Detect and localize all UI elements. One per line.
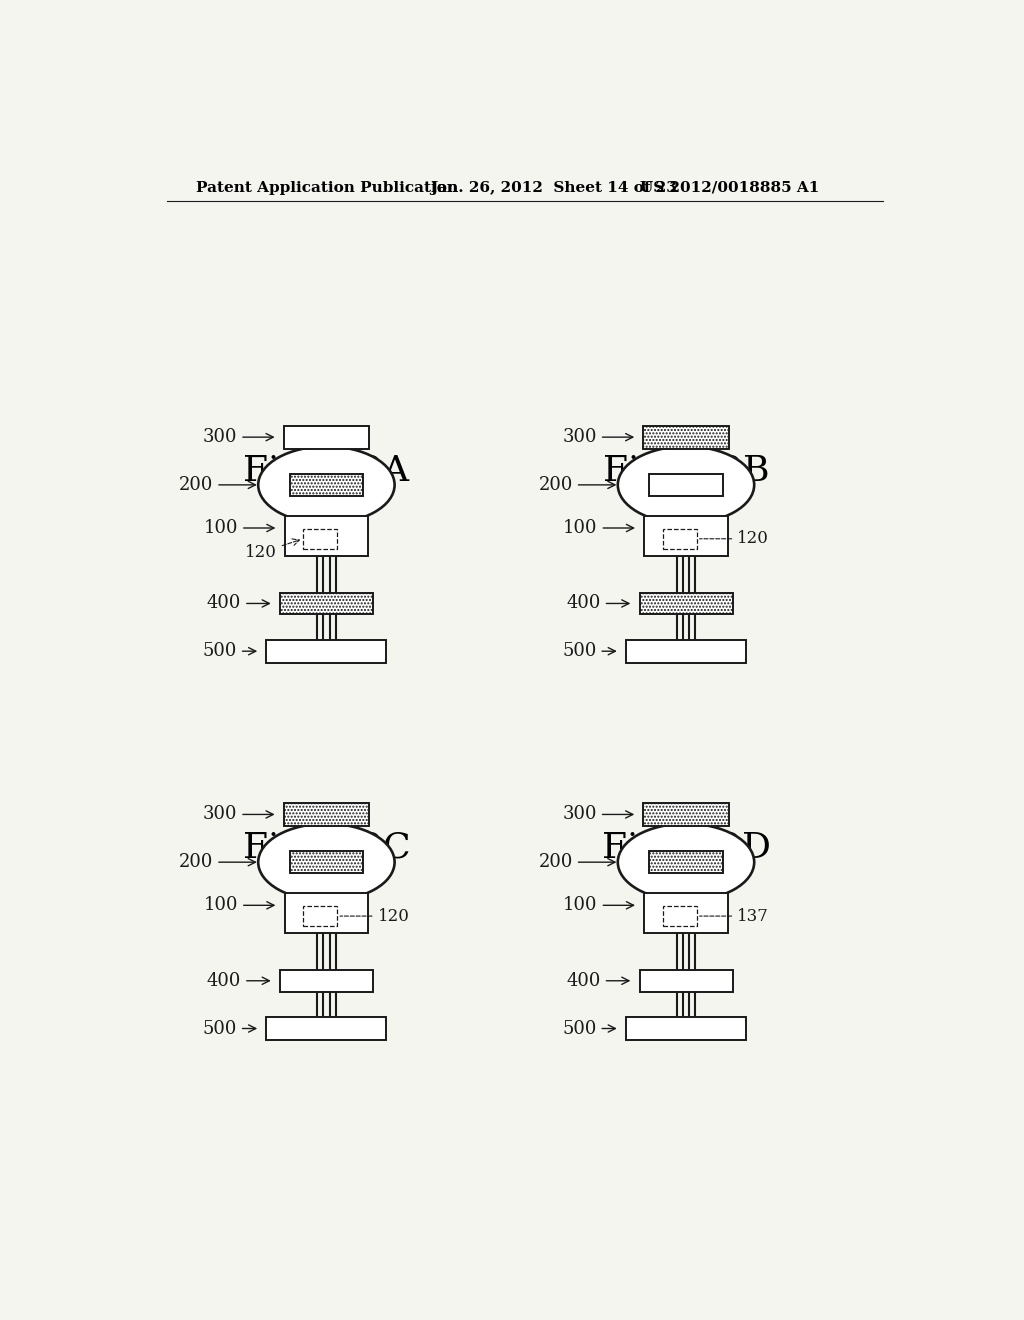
Bar (663, 529, 697, 549)
Text: 300: 300 (562, 428, 633, 446)
Ellipse shape (258, 824, 394, 900)
Text: Jan. 26, 2012  Sheet 14 of 23: Jan. 26, 2012 Sheet 14 of 23 (430, 181, 677, 194)
Text: 300: 300 (203, 805, 273, 824)
Text: 300: 300 (562, 805, 633, 824)
Text: 500: 500 (203, 643, 256, 660)
Bar (640, 970, 732, 991)
Bar (266, 640, 386, 663)
Bar (640, 593, 732, 614)
Text: 100: 100 (204, 896, 274, 915)
Bar (290, 474, 364, 496)
Text: 100: 100 (563, 896, 634, 915)
Bar (285, 516, 369, 556)
Bar (663, 906, 697, 927)
Bar (626, 1016, 746, 1040)
Text: 500: 500 (562, 643, 615, 660)
Bar (284, 803, 369, 826)
Bar (649, 851, 723, 873)
Text: 500: 500 (203, 1019, 256, 1038)
Text: 200: 200 (539, 853, 615, 871)
Text: 200: 200 (179, 853, 255, 871)
Bar (303, 906, 337, 927)
Bar (280, 970, 373, 991)
Text: Fig.  12D: Fig. 12D (601, 830, 770, 865)
Text: 400: 400 (566, 594, 629, 612)
Bar (626, 640, 746, 663)
Text: Fig.  12C: Fig. 12C (243, 830, 411, 865)
Text: Patent Application Publication: Patent Application Publication (197, 181, 458, 194)
Bar (303, 529, 337, 549)
Bar (644, 516, 728, 556)
Bar (285, 892, 369, 933)
Text: 400: 400 (207, 594, 269, 612)
Ellipse shape (617, 824, 755, 900)
Bar (643, 803, 729, 826)
Text: 100: 100 (204, 519, 274, 537)
Text: 100: 100 (563, 519, 634, 537)
Text: 200: 200 (539, 477, 615, 494)
Bar (290, 851, 364, 873)
Text: 120: 120 (340, 908, 410, 924)
Bar (284, 425, 369, 449)
Text: 300: 300 (203, 428, 273, 446)
Bar (643, 425, 729, 449)
Text: 200: 200 (179, 477, 255, 494)
Ellipse shape (617, 446, 755, 524)
Text: 120: 120 (245, 539, 299, 561)
Text: 120: 120 (699, 531, 769, 548)
Bar (266, 1016, 386, 1040)
Text: Fig.  12A: Fig. 12A (244, 453, 410, 487)
Text: 400: 400 (566, 972, 629, 990)
Bar (644, 892, 728, 933)
Text: Fig.  12B: Fig. 12B (603, 453, 769, 487)
Bar (280, 593, 373, 614)
Text: 400: 400 (207, 972, 269, 990)
Ellipse shape (258, 446, 394, 524)
Text: 500: 500 (562, 1019, 615, 1038)
Text: US 2012/0018885 A1: US 2012/0018885 A1 (640, 181, 819, 194)
Text: 137: 137 (699, 908, 769, 924)
Bar (649, 474, 723, 496)
